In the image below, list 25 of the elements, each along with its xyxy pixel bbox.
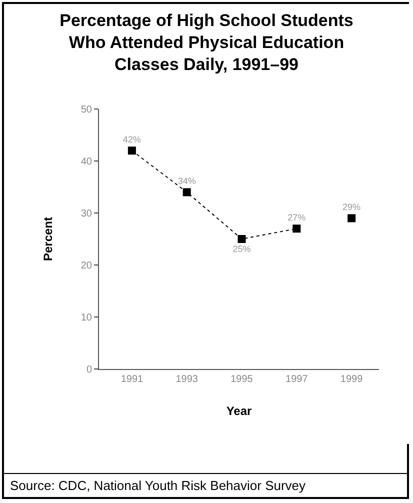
source-note: Source: CDC, National Youth Risk Behavior Survey <box>4 473 407 497</box>
x-tick-label: 1997 <box>286 374 308 385</box>
chart-title: Percentage of High School Students Who Attended Physical Education Classes Daily, 1991–99 <box>60 11 354 74</box>
data-label: 29% <box>342 202 361 212</box>
y-tick-label: 20 <box>80 260 92 272</box>
x-axis-title: Year <box>226 404 252 418</box>
x-tick-label: 1999 <box>340 374 364 385</box>
data-label: 42% <box>122 134 141 144</box>
data-label: 34% <box>178 176 196 186</box>
x-tick-label: 1991 <box>120 374 144 385</box>
data-label: 27% <box>288 212 306 222</box>
y-tick-label: 0 <box>86 364 92 376</box>
point <box>128 146 136 155</box>
y-tick-label: 40 <box>80 156 92 168</box>
point <box>238 235 246 243</box>
y-tick-label: 10 <box>80 312 92 324</box>
point <box>182 188 191 196</box>
y-tick-label: 50 <box>80 104 92 116</box>
point <box>348 214 356 222</box>
y-axis-title: Percent <box>41 216 56 262</box>
y-tick-label: 30 <box>80 208 92 220</box>
point <box>292 224 301 233</box>
x-tick-label: 1995 <box>230 374 254 385</box>
x-tick-label: 1993 <box>176 374 198 385</box>
data-label: 25% <box>232 244 251 254</box>
